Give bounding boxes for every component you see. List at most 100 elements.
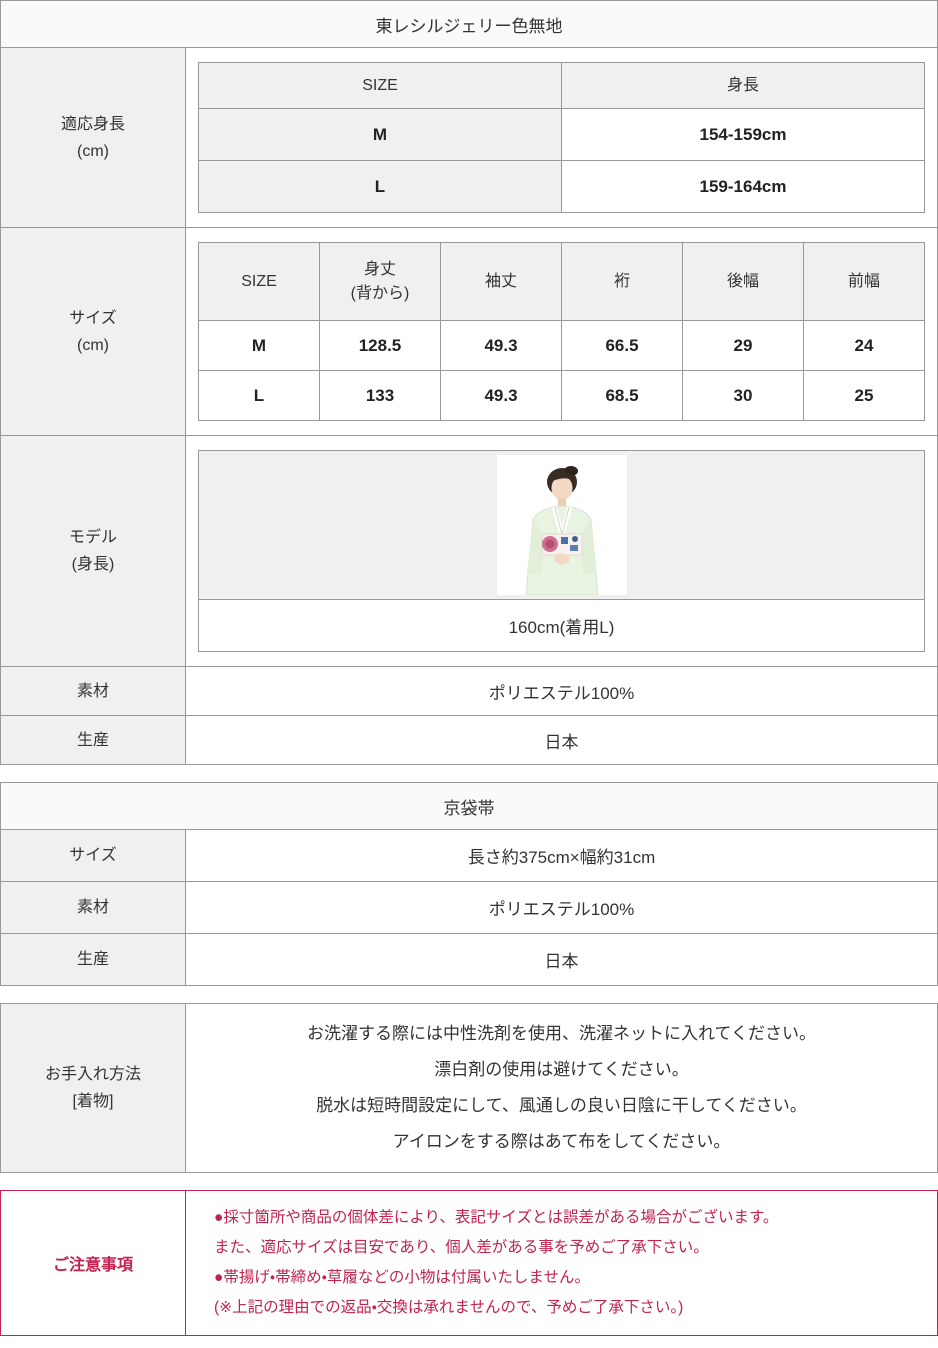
care-table: お手入れ方法 [着物] お洗濯する際には中性洗剤を使用、洗濯ネットに入れてくださ… xyxy=(0,1003,938,1173)
table-row: L 133 49.3 68.5 30 25 xyxy=(198,370,925,421)
kimono-spec-table: 東レシルジェリー色無地 適応身長 (cm) SIZE 身長 xyxy=(0,0,938,765)
notes-table: ご注意事項 ●採寸箇所や商品の個体差により、表記サイズとは誤差がある場合がござい… xyxy=(0,1190,938,1336)
column-header-height: 身長 xyxy=(561,62,925,109)
column-header-maehaba: 前幅 xyxy=(803,242,925,321)
table-row: L 159-164cm xyxy=(198,160,925,213)
mitake-l-cell: 133 xyxy=(319,370,441,421)
model-photo-cell xyxy=(198,450,925,600)
obi-production-value: 日本 xyxy=(185,933,938,986)
row-label-obi-material: 素材 xyxy=(0,881,186,934)
care-line: アイロンをする際はあて布をしてください。 xyxy=(392,1132,731,1151)
header-line: 身丈 xyxy=(363,260,396,278)
row-label-line2: [着物] xyxy=(72,1093,114,1110)
table-row: サイズ (cm) SIZE 身丈 (背から) xyxy=(0,227,938,436)
table-row: 生産 日本 xyxy=(0,715,938,765)
size-m-cell: M xyxy=(198,108,562,161)
table-row: M 154-159cm xyxy=(198,108,925,161)
ushirohaba-m-cell: 29 xyxy=(682,320,804,371)
obi-spec-table: 京袋帯 サイズ 長さ約375cm×幅約31cm 素材 ポリエステル100% 生産… xyxy=(0,782,938,986)
row-label-line2: (身長) xyxy=(71,556,115,573)
row-label-size: サイズ (cm) xyxy=(0,227,186,436)
row-label-care: お手入れ方法 [着物] xyxy=(0,1003,186,1173)
care-line: 漂白剤の使用は避けてください。 xyxy=(434,1060,689,1079)
table-row: お手入れ方法 [着物] お洗濯する際には中性洗剤を使用、洗濯ネットに入れてくださ… xyxy=(0,1003,938,1173)
notes-content: ●採寸箇所や商品の個体差により、表記サイズとは誤差がある場合がございます。 また… xyxy=(185,1190,938,1336)
obi-title: 京袋帯 xyxy=(0,782,938,830)
column-header-size: SIZE xyxy=(198,242,320,321)
table-row xyxy=(198,450,925,600)
care-instructions: お洗濯する際には中性洗剤を使用、洗濯ネットに入れてください。 漂白剤の使用は避け… xyxy=(185,1003,938,1173)
table-row: 160cm(着用L) xyxy=(198,599,925,652)
yuki-m-cell: 66.5 xyxy=(561,320,683,371)
size-m-cell: M xyxy=(198,320,320,371)
header-line: 前幅 xyxy=(847,272,880,290)
table-row: モデル (身長) xyxy=(0,435,938,667)
table-row: 生産 日本 xyxy=(0,933,938,986)
model-table: 160cm(着用L) xyxy=(198,450,925,652)
row-label-line1: サイズ xyxy=(69,309,117,327)
maehaba-l-cell: 25 xyxy=(803,370,925,421)
mitake-m-cell: 128.5 xyxy=(319,320,441,371)
material-value: ポリエステル100% xyxy=(185,666,938,716)
model-content: 160cm(着用L) xyxy=(185,435,938,667)
header-line: 後幅 xyxy=(726,272,759,290)
height-l-cell: 159-164cm xyxy=(561,160,925,213)
header-line: (背から) xyxy=(350,284,410,302)
column-header-yuki: 裄 xyxy=(561,242,683,321)
column-header-size: SIZE xyxy=(198,62,562,109)
size-l-cell: L xyxy=(198,160,562,213)
notes-line: また、適応サイズは目安であり、個人差がある事を予めご了承下さい。 xyxy=(214,1239,709,1256)
row-label-material: 素材 xyxy=(0,666,186,716)
kimono-title: 東レシルジェリー色無地 xyxy=(0,0,938,48)
production-value: 日本 xyxy=(185,715,938,765)
yuki-l-cell: 68.5 xyxy=(561,370,683,421)
row-label-line1: お手入れ方法 xyxy=(44,1066,141,1083)
table-row: サイズ 長さ約375cm×幅約31cm xyxy=(0,829,938,882)
row-label-line2: (cm) xyxy=(77,142,109,160)
row-label-height-range: 適応身長 (cm) xyxy=(0,47,186,228)
size-chart-content: SIZE 身丈 (背から) 袖丈 裄 xyxy=(185,227,938,436)
row-label-notes: ご注意事項 xyxy=(0,1190,186,1336)
header-line: 裄 xyxy=(613,272,630,290)
column-header-sodetake: 袖丈 xyxy=(440,242,562,321)
table-row: 素材 ポリエステル100% xyxy=(0,881,938,934)
care-line: お洗濯する際には中性洗剤を使用、洗濯ネットに入れてください。 xyxy=(307,1024,816,1043)
column-header-mitake: 身丈 (背から) xyxy=(319,242,441,321)
table-row: ご注意事項 ●採寸箇所や商品の個体差により、表記サイズとは誤差がある場合がござい… xyxy=(0,1190,938,1336)
model-photo-image xyxy=(496,455,627,595)
ushirohaba-l-cell: 30 xyxy=(682,370,804,421)
row-label-line2: (cm) xyxy=(77,336,109,354)
care-line: 脱水は短時間設定にして、風通しの良い日陰に干してください。 xyxy=(316,1096,807,1115)
height-range-content: SIZE 身長 M 154-159cm L 159-164cm xyxy=(185,47,938,228)
notes-line: ●帯揚げ・帯締め・草履などの小物は付属いたしません。 xyxy=(214,1269,590,1286)
maehaba-m-cell: 24 xyxy=(803,320,925,371)
table-row: 適応身長 (cm) SIZE 身長 M 154-15 xyxy=(0,47,938,228)
table-row: 素材 ポリエステル100% xyxy=(0,666,938,716)
table-row: M 128.5 49.3 66.5 29 24 xyxy=(198,320,925,371)
table-row: 京袋帯 xyxy=(0,782,938,830)
table-row: 東レシルジェリー色無地 xyxy=(0,0,938,48)
row-label-obi-production: 生産 xyxy=(0,933,186,986)
size-chart-table: SIZE 身丈 (背から) 袖丈 裄 xyxy=(198,242,925,421)
obi-material-value: ポリエステル100% xyxy=(185,881,938,934)
table-header-row: SIZE 身長 xyxy=(198,62,925,109)
size-l-cell: L xyxy=(198,370,320,421)
row-label-model: モデル (身長) xyxy=(0,435,186,667)
row-label-line1: モデル xyxy=(68,529,117,546)
sodetake-m-cell: 49.3 xyxy=(440,320,562,371)
obi-size-value: 長さ約375cm×幅約31cm xyxy=(185,829,938,882)
height-range-table: SIZE 身長 M 154-159cm L 159-164cm xyxy=(198,62,925,213)
header-line: SIZE xyxy=(241,272,277,290)
model-caption: 160cm(着用L) xyxy=(198,599,925,652)
column-header-ushirohaba: 後幅 xyxy=(682,242,804,321)
notes-line: ●採寸箇所や商品の個体差により、表記サイズとは誤差がある場合がございます。 xyxy=(214,1209,779,1226)
row-label-production: 生産 xyxy=(0,715,186,765)
height-m-cell: 154-159cm xyxy=(561,108,925,161)
notes-line: (※上記の理由での返品・交換は承れませんので、予めご了承下さい。) xyxy=(214,1299,684,1316)
table-header-row: SIZE 身丈 (背から) 袖丈 裄 xyxy=(198,242,925,321)
sodetake-l-cell: 49.3 xyxy=(440,370,562,421)
row-label-line1: 適応身長 xyxy=(60,115,125,133)
row-label-obi-size: サイズ xyxy=(0,829,186,882)
header-line: 袖丈 xyxy=(484,272,517,290)
